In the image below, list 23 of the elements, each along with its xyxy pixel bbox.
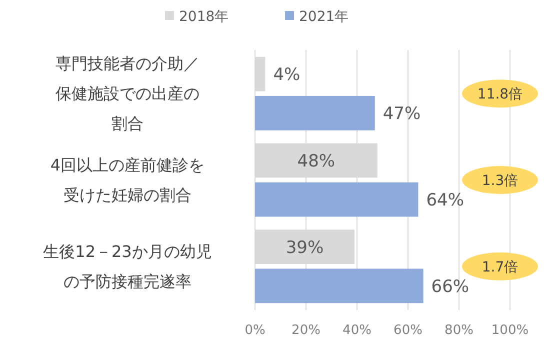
data-label: 64% [426, 190, 464, 210]
data-label: 66% [431, 276, 470, 297]
annotation: 1.7倍 [482, 259, 518, 276]
x-tick-label: 0% [244, 323, 266, 338]
legend-label: 2018年 [179, 8, 229, 25]
bar [255, 96, 375, 130]
data-label: 47% [382, 104, 421, 124]
data-label: 4% [273, 65, 300, 86]
annotation: 11.8倍 [477, 86, 523, 103]
data-label: 39% [286, 238, 324, 258]
x-tick-label: 40% [342, 323, 372, 338]
y-tick-label: 生後12－23か月の幼児の予防接種完遂率 [43, 242, 212, 291]
data-label: 48% [297, 151, 336, 172]
x-tick-label: 60% [394, 323, 422, 338]
y-tick-label: 4回以上の産前健診を受けた妊婦の割合 [50, 156, 205, 205]
x-tick-label: 20% [292, 323, 320, 338]
x-tick-label: 80% [444, 323, 474, 338]
bar [255, 182, 418, 217]
bar [255, 268, 424, 304]
y-tick-label: 専門技能者の介助／保健施設での出産の割合 [56, 54, 200, 134]
legend-label: 2021年 [299, 8, 349, 25]
annotation: 1.3倍 [482, 172, 518, 189]
x-tick-label: 100% [491, 323, 529, 338]
